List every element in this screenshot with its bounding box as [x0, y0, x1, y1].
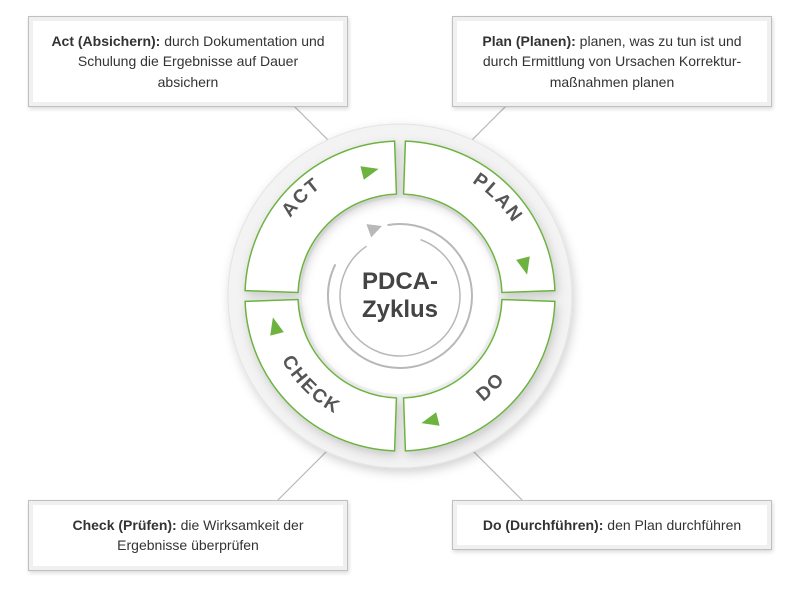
box-act: Act (Absichern): durch Dokumentation und… — [28, 16, 348, 107]
label-act: ACT — [278, 174, 325, 221]
box-do: Do (Durchführen): den Plan durchführen — [452, 500, 772, 550]
ring-segments — [245, 141, 555, 451]
arrow-plan — [516, 256, 530, 274]
shell-hole — [302, 198, 498, 394]
outer-shell — [228, 124, 572, 468]
connector-2 — [278, 405, 373, 500]
connector-lines — [278, 90, 522, 500]
box-check-bold: Check (Prüfen): — [72, 517, 176, 533]
center-title: PDCA-Zyklus — [362, 268, 438, 324]
box-act-bold: Act (Absichern): — [51, 33, 160, 49]
box-do-rest: den Plan durchführen — [603, 517, 741, 533]
arrow-check — [270, 317, 284, 335]
box-plan-bold: Plan (Planen): — [482, 33, 575, 49]
segment-do — [404, 300, 555, 451]
arrow-do — [421, 412, 439, 426]
box-do-bold: Do (Durchführen): — [483, 517, 604, 533]
box-plan: Plan (Planen): planen, was zu tun ist un… — [452, 16, 772, 107]
pdca-diagram: PLAN DO CHECK ACT PDCA-Zyklus Act (Absic… — [0, 0, 800, 592]
box-check: Check (Prüfen): die Wirksamkeit der Erge… — [28, 500, 348, 571]
center-spiral — [317, 213, 484, 380]
segment-plan — [404, 141, 555, 292]
connector-3 — [427, 405, 522, 500]
segment-labels: PLAN DO CHECK ACT — [277, 169, 527, 419]
segment-arrows — [270, 166, 530, 426]
label-do: DO — [472, 368, 509, 405]
segment-act — [245, 141, 396, 292]
label-plan: PLAN — [469, 169, 527, 227]
segment-check — [245, 300, 396, 451]
arrow-act — [360, 166, 378, 180]
label-check: CHECK — [277, 352, 344, 419]
